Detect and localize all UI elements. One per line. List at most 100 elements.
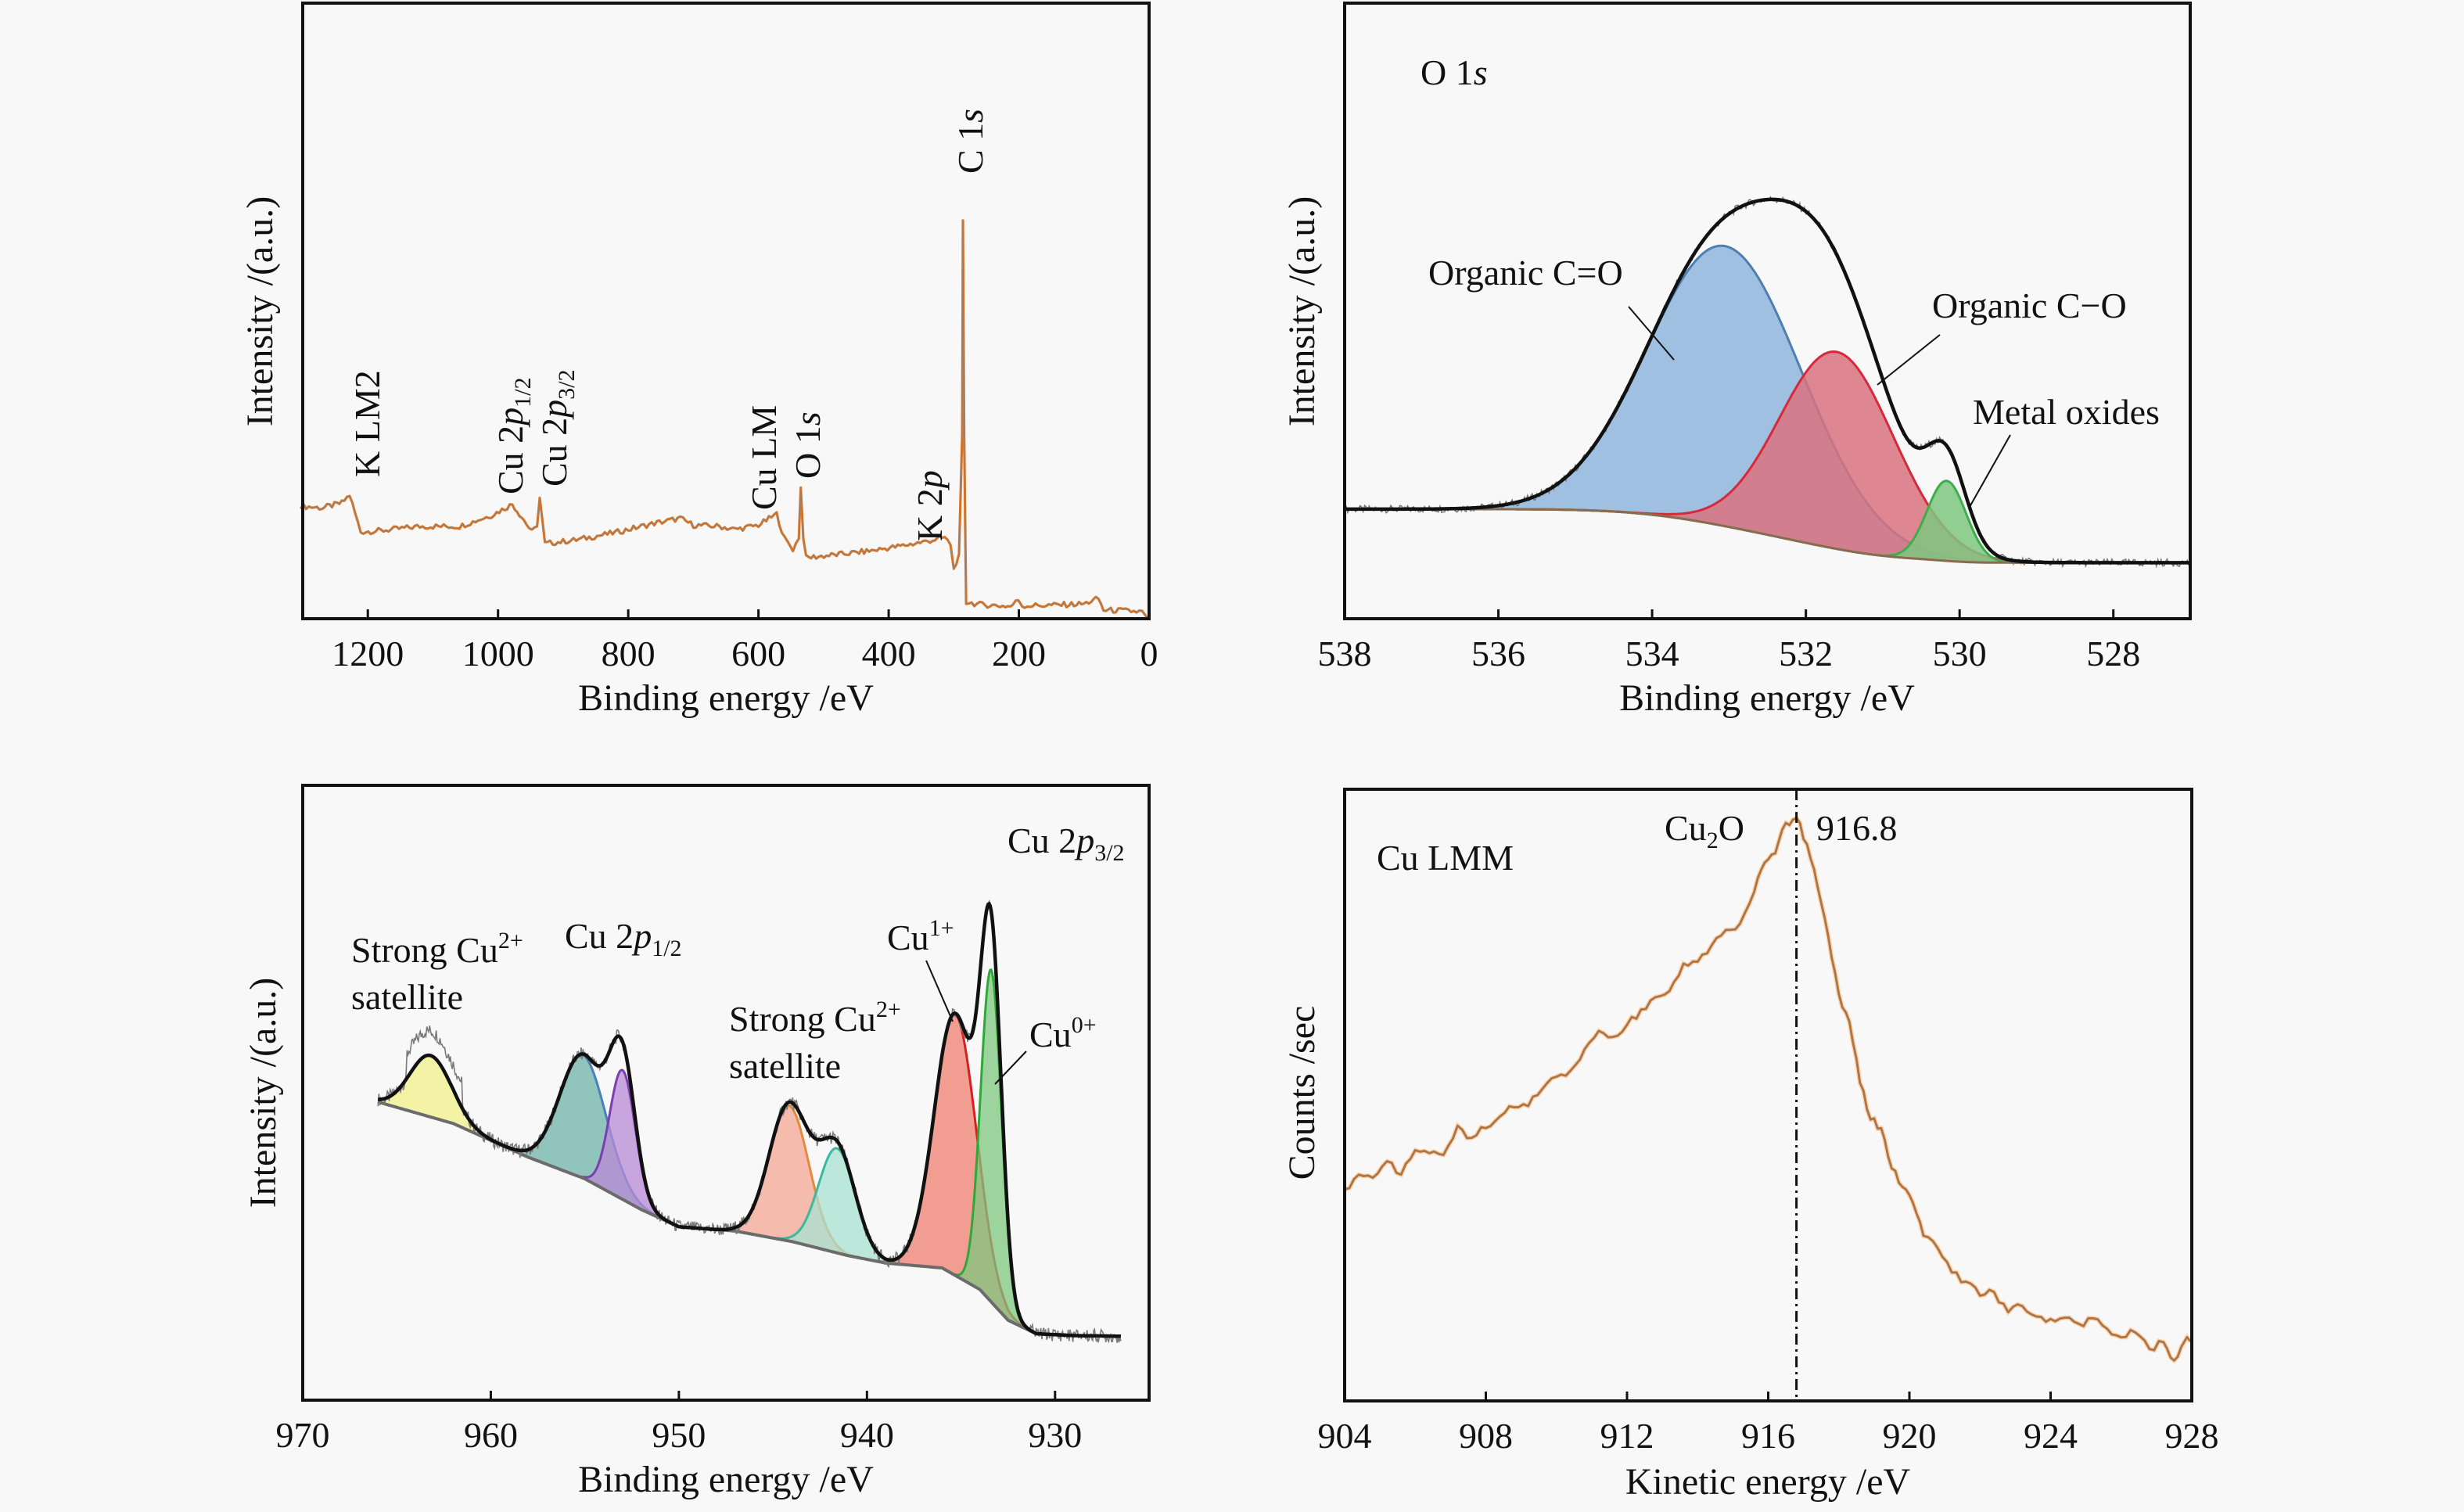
cu2p-component-fill: [378, 1054, 1121, 1337]
o1s-component-fill: [1345, 351, 2190, 563]
x-tick-label: 530: [1933, 634, 1987, 673]
o1s-title-italic: s: [1474, 52, 1488, 92]
label-text: Cu 2: [1008, 821, 1076, 860]
cu2p-satellite-label-line2: satellite: [351, 977, 463, 1017]
panel-survey: 1200 1000 800 600 400 200 0 Binding energy /eV…: [239, 2, 1158, 719]
label-italic: s: [788, 411, 828, 426]
label-italic: s: [950, 109, 990, 123]
survey-plot-area: [300, 219, 1149, 620]
culmm-peak-value-label: 916.8: [1816, 808, 1898, 848]
cu2p-x-axis-label: Binding energy /eV: [578, 1459, 874, 1500]
x-tick-label: 970: [276, 1415, 330, 1455]
label-text: Cu 2: [490, 426, 530, 494]
x-tick-label: 940: [840, 1415, 894, 1455]
survey-peak-labels: K LM2 Cu 2p1/2Cu 2p3/2Cu LM O 1sK 2pC 1s: [347, 109, 990, 541]
label-text-2: O: [1719, 808, 1744, 848]
x-tick-label: 912: [1600, 1416, 1654, 1456]
cu2p-component-fill: [378, 1014, 1121, 1337]
survey-peak-label: K LM2: [347, 370, 387, 477]
culmm-x-ticks: 904 908 912 916 920 924 928: [1318, 1392, 2219, 1456]
o1s-axes-frame: [1343, 2, 2192, 620]
label-italic: p: [490, 408, 530, 428]
x-tick-label: 924: [2024, 1416, 2078, 1456]
cu2p-plot-area: [377, 899, 1122, 1344]
label-italic: p: [631, 916, 652, 956]
survey-x-ticks: 1200 1000 800 600 400 200 0: [332, 609, 1158, 673]
x-tick-label: 538: [1318, 634, 1372, 673]
label-text: Strong Cu: [729, 999, 876, 1039]
culmm-spectrum-halo: [1344, 815, 2193, 1364]
x-tick-label: 930: [1028, 1415, 1082, 1455]
x-tick-label: 536: [1471, 634, 1525, 673]
cu2p-2p32-label: Cu 2p3/2: [1008, 821, 1125, 866]
survey-spectrum-raw: [300, 220, 1148, 620]
panel-cu2p: 970 960 950 940 930 Binding energy /eV Inten…: [242, 784, 1151, 1500]
x-tick-label: 800: [602, 634, 656, 673]
label-text: C 1: [950, 123, 990, 174]
cu2p-satellite-label: Strong Cu2+: [351, 928, 523, 970]
x-tick-label: 960: [464, 1415, 518, 1455]
label-text: Cu 2: [565, 916, 634, 956]
panel-cu-lmm: 904 908 912 916 920 924 928 Kinetic energy /eV…: [1281, 788, 2219, 1503]
cu2p-axes-frame: [301, 784, 1151, 1402]
o1s-y-axis-label: Intensity /(a.u.): [1281, 196, 1323, 427]
label-superscript: 1+: [929, 915, 954, 941]
survey-y-axis-label: Intensity /(a.u.): [239, 196, 281, 427]
culmm-plot-area: [1344, 789, 2193, 1401]
survey-axes-frame: [301, 2, 1151, 620]
label-subscript: 1/2: [652, 936, 681, 961]
culmm-labels: Cu2O 916.8: [1665, 808, 1898, 853]
x-tick-label: 950: [652, 1415, 706, 1455]
x-tick-label: 920: [1883, 1416, 1937, 1456]
survey-peak-label: Cu 2p1/2: [490, 377, 536, 494]
cu2p-y-axis-label: Intensity /(a.u.): [242, 978, 284, 1209]
x-tick-label: 904: [1318, 1416, 1372, 1456]
label-text: Strong Cu: [351, 930, 498, 970]
culmm-axes-frame: [1343, 788, 2193, 1402]
label-italic: p: [534, 400, 574, 420]
o1s-component-label: Organic C=O: [1428, 253, 1623, 293]
cu2p-2p12-label: Cu 2p1/2: [565, 916, 682, 961]
o1s-label-pointer: [1877, 334, 1941, 386]
label-superscript: 2+: [876, 997, 901, 1022]
label-text: Cu 2: [534, 418, 574, 487]
x-tick-label: 200: [992, 634, 1046, 673]
o1s-x-axis-label: Binding energy /eV: [1619, 677, 1915, 719]
cu2p-cu0-pointer: [994, 1050, 1027, 1085]
culmm-spectrum-line: [1344, 817, 2193, 1362]
cu2p-x-ticks: 970 960 950 940 930: [276, 1391, 1082, 1455]
o1s-plot-area: [1344, 196, 2191, 569]
label-text: K 2: [910, 488, 950, 541]
label-italic: p: [1074, 821, 1094, 860]
o1s-component-label: Organic C−O: [1932, 286, 2127, 325]
survey-peak-label: C 1s: [950, 109, 990, 174]
x-tick-label: 916: [1741, 1416, 1795, 1456]
survey-spectrum-halo: [300, 220, 1148, 620]
survey-x-axis-label: Binding energy /eV: [578, 677, 874, 719]
label-subscript: 2: [1707, 828, 1719, 853]
label-text: Cu: [1665, 808, 1707, 848]
label-text: O 1: [788, 426, 828, 479]
o1s-x-ticks: 538 536 534 532 530 528: [1318, 609, 2140, 673]
o1s-label-pointer: [1969, 434, 2011, 508]
culmm-x-axis-label: Kinetic energy /eV: [1625, 1461, 1911, 1503]
culmm-y-axis-label: Counts /sec: [1281, 1006, 1323, 1180]
label-subscript: 1/2: [510, 377, 536, 407]
label-text: Cu LM: [744, 405, 784, 510]
x-tick-label: 1200: [332, 634, 404, 673]
o1s-component-fill: [1345, 246, 2190, 563]
x-tick-label: 528: [2086, 634, 2140, 673]
o1s-panel-title: O 1s: [1421, 52, 1488, 92]
x-tick-label: 1000: [462, 634, 534, 673]
x-tick-label: 532: [1779, 634, 1833, 673]
survey-peak-label: Cu 2p3/2: [534, 369, 580, 487]
x-tick-label: 928: [2165, 1416, 2219, 1456]
x-tick-label: 0: [1140, 634, 1158, 673]
cu2p-satellite-label-line2: satellite: [729, 1046, 841, 1086]
cu2p-cu1-label: Cu1+: [887, 915, 954, 957]
survey-peak-label: O 1s: [788, 411, 828, 479]
o1s-title-main: O 1: [1421, 52, 1474, 92]
survey-peak-label: Cu LM: [744, 405, 784, 510]
